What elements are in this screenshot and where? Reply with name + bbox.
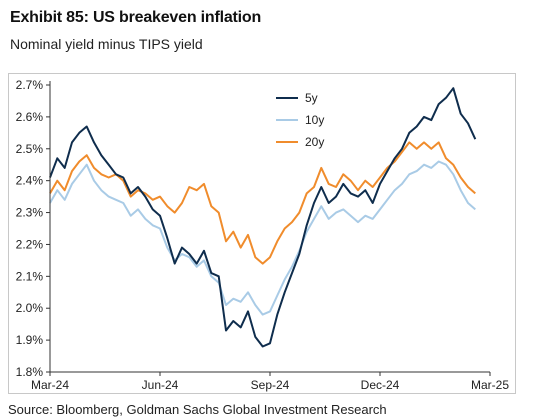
x-tick-label: Dec-24 bbox=[361, 378, 400, 392]
y-tick-label: 2.4% bbox=[16, 174, 44, 188]
x-tick-label: Mar-24 bbox=[31, 378, 69, 392]
y-tick-label: 1.8% bbox=[16, 365, 44, 379]
chart-frame bbox=[8, 73, 516, 394]
y-tick-label: 2.1% bbox=[16, 269, 44, 283]
chart-title: Exhibit 85: US breakeven inflation bbox=[10, 9, 262, 26]
y-tick-label: 2.6% bbox=[16, 110, 44, 124]
x-tick-label: Jun-24 bbox=[142, 378, 179, 392]
x-tick-label: Mar-25 bbox=[471, 378, 509, 392]
y-tick-label: 2.7% bbox=[16, 78, 44, 92]
source-note: Source: Bloomberg, Goldman Sachs Global … bbox=[8, 402, 387, 417]
x-axis: Mar-24 Jun-24 Sep-24 Dec-24 Mar-25 bbox=[31, 371, 509, 392]
y-tick-label: 2.5% bbox=[16, 142, 44, 156]
series-line-10y bbox=[49, 160, 476, 316]
y-axis: 1.8% 1.9% 2.0% 2.1% 2.2% 2.3% 2.4% 2.5% 2.6% 2.7% bbox=[16, 78, 51, 379]
y-tick-label: 2.3% bbox=[16, 206, 44, 220]
legend-label-20y: 20y bbox=[305, 135, 324, 149]
plot-lines bbox=[49, 87, 477, 348]
y-tick-label: 2.0% bbox=[16, 301, 44, 315]
series-line-20y bbox=[49, 141, 476, 265]
series-line-5y bbox=[49, 87, 477, 348]
y-tick-label: 2.2% bbox=[16, 237, 44, 251]
chart-subtitle: Nominal yield minus TIPS yield bbox=[10, 36, 203, 52]
x-tick-label: Sep-24 bbox=[251, 378, 290, 392]
legend-label-10y: 10y bbox=[305, 113, 324, 127]
legend: 5y 10y 20y bbox=[276, 91, 324, 149]
y-tick-label: 1.9% bbox=[16, 333, 44, 347]
legend-label-5y: 5y bbox=[305, 91, 318, 105]
